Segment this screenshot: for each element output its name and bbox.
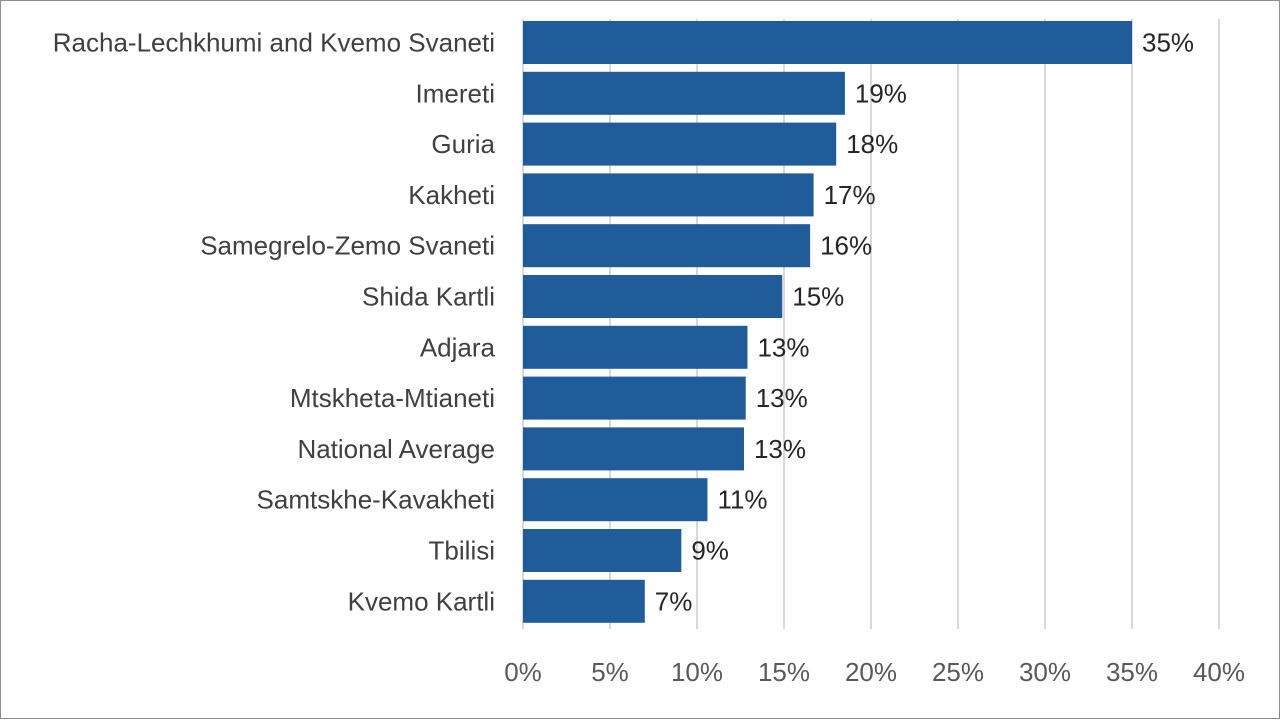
data-label: 13% bbox=[757, 332, 809, 362]
x-tick-label: 20% bbox=[845, 657, 897, 687]
x-tick-label: 0% bbox=[504, 657, 542, 687]
data-label: 9% bbox=[691, 536, 729, 566]
data-label: 18% bbox=[846, 129, 898, 159]
data-label: 15% bbox=[792, 282, 844, 312]
category-label: Tbilisi bbox=[429, 536, 495, 566]
category-labels: Racha-Lechkhumi and Kvemo Svaneti Imereti… bbox=[53, 28, 496, 617]
category-label: Kakheti bbox=[408, 180, 495, 210]
category-label: Samtskhe-Kavakheti bbox=[257, 485, 495, 515]
category-label: National Average bbox=[297, 434, 495, 464]
category-label: Imereti bbox=[416, 78, 495, 108]
bar bbox=[523, 579, 645, 623]
bar bbox=[523, 71, 845, 115]
gridlines bbox=[522, 19, 1220, 629]
x-axis-tick-labels: 0% 5% 10% 15% 20% 25% 30% 35% 40% bbox=[504, 657, 1245, 687]
category-label: Samegrelo-Zemo Svaneti bbox=[200, 231, 495, 261]
category-label: Racha-Lechkhumi and Kvemo Svaneti bbox=[53, 28, 495, 58]
bar bbox=[523, 529, 682, 572]
category-label: Shida Kartli bbox=[362, 282, 495, 312]
x-tick-label: 40% bbox=[1193, 657, 1245, 687]
bars bbox=[523, 21, 1132, 623]
bar bbox=[523, 427, 744, 471]
x-tick-label: 35% bbox=[1106, 657, 1158, 687]
bar bbox=[523, 21, 1132, 64]
data-label: 13% bbox=[756, 383, 808, 413]
data-label: 17% bbox=[824, 180, 876, 210]
bar bbox=[523, 275, 783, 318]
bar bbox=[523, 122, 837, 166]
bar bbox=[523, 325, 748, 369]
bar bbox=[523, 376, 746, 420]
x-tick-label: 15% bbox=[758, 657, 810, 687]
x-tick-label: 10% bbox=[671, 657, 723, 687]
data-label: 19% bbox=[855, 78, 907, 108]
data-label: 7% bbox=[655, 586, 693, 616]
bar bbox=[523, 173, 814, 217]
data-label: 16% bbox=[820, 231, 872, 261]
bar bbox=[523, 478, 708, 522]
category-label: Mtskheta-Mtianeti bbox=[290, 383, 495, 413]
x-tick-label: 25% bbox=[932, 657, 984, 687]
data-label: 11% bbox=[717, 485, 767, 515]
x-tick-label: 5% bbox=[591, 657, 629, 687]
value-labels: 35% 19% 18% 17% 16% 15% 13% 13% 13% 11% 9% 7% bbox=[655, 28, 1194, 617]
category-label: Adjara bbox=[420, 332, 496, 362]
category-label: Kvemo Kartli bbox=[348, 586, 495, 616]
data-label: 35% bbox=[1142, 28, 1194, 58]
category-label: Guria bbox=[431, 129, 495, 159]
data-label: 13% bbox=[754, 434, 806, 464]
bar bbox=[523, 224, 811, 268]
x-tick-label: 30% bbox=[1019, 657, 1071, 687]
